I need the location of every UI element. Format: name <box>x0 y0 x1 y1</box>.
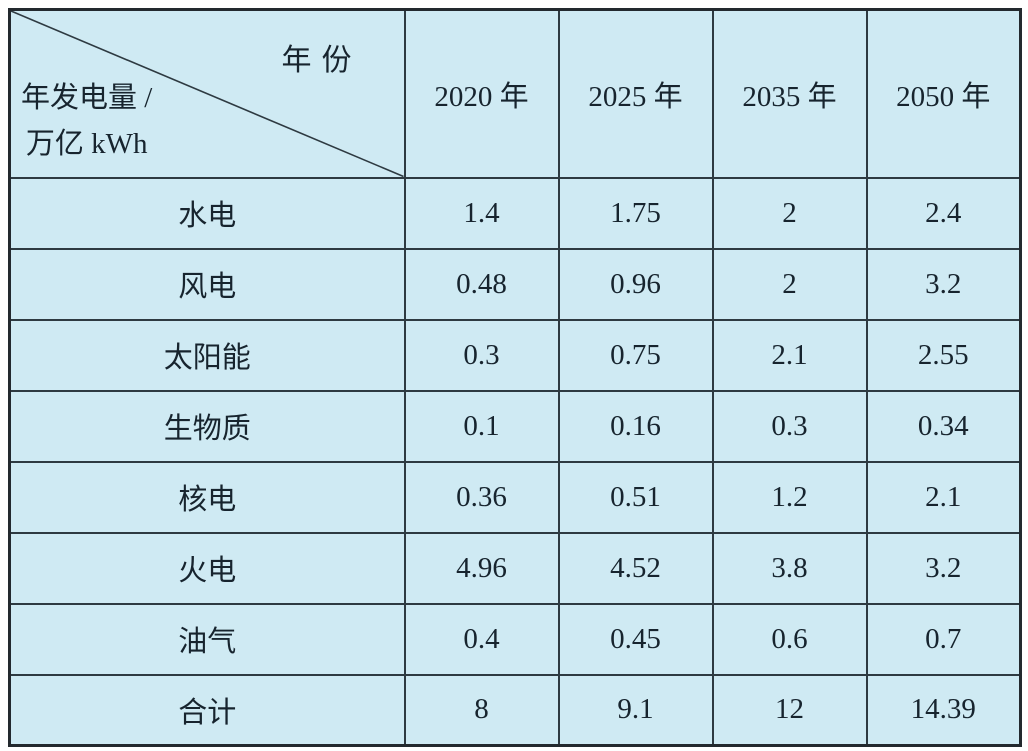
cell-value: 0.3 <box>403 318 560 392</box>
cell-value: 2.4 <box>865 176 1022 250</box>
cell-value: 1.75 <box>557 176 714 250</box>
cell-value: 0.48 <box>403 247 560 321</box>
table-row: 风电 0.48 0.96 2 3.2 <box>8 247 1022 321</box>
cell-value: 0.36 <box>403 460 560 534</box>
column-header-year: 2020 年 <box>403 8 560 179</box>
corner-label-year: 年份 <box>281 44 362 77</box>
table-row: 太阳能 0.3 0.75 2.1 2.55 <box>8 318 1022 392</box>
corner-label-line2: 万亿 kWh <box>25 128 148 160</box>
row-label: 生物质 <box>8 389 406 463</box>
cell-value: 1.4 <box>403 176 560 250</box>
column-header-year: 2050 年 <box>865 8 1022 179</box>
cell-value: 3.2 <box>865 247 1022 321</box>
column-header-year: 2035 年 <box>711 8 868 179</box>
table-row: 火电 4.96 4.52 3.8 3.2 <box>8 531 1022 605</box>
table-body: 水电 1.4 1.75 2 2.4 风电 0.48 0.96 2 3.2 太阳能… <box>8 176 1022 747</box>
cell-value: 2 <box>711 176 868 250</box>
cell-value: 2 <box>711 247 868 321</box>
cell-value: 1.2 <box>711 460 868 534</box>
header-row: 年份 年发电量 / 万亿 kWh 2020 年 2025 年 2035 年 2050 … <box>8 8 1022 179</box>
cell-value: 2.1 <box>711 318 868 392</box>
cell-value: 0.6 <box>711 602 868 676</box>
cell-value: 3.2 <box>865 531 1022 605</box>
row-label: 核电 <box>8 460 406 534</box>
cell-value: 0.96 <box>557 247 714 321</box>
row-label: 合计 <box>8 673 406 747</box>
table-row: 生物质 0.1 0.16 0.3 0.34 <box>8 389 1022 463</box>
cell-value: 0.75 <box>557 318 714 392</box>
row-label: 水电 <box>8 176 406 250</box>
table-row: 水电 1.4 1.75 2 2.4 <box>8 176 1022 250</box>
cell-value: 14.39 <box>865 673 1022 747</box>
row-label: 太阳能 <box>8 318 406 392</box>
corner-header-cell: 年份 年发电量 / 万亿 kWh <box>8 8 406 179</box>
cell-value: 4.96 <box>403 531 560 605</box>
corner-label-line1: 年发电量 / <box>21 82 153 114</box>
corner-label-generation-unit: 年发电量 / 万亿 kWh <box>21 75 152 167</box>
table-row: 油气 0.4 0.45 0.6 0.7 <box>8 602 1022 676</box>
row-label: 风电 <box>8 247 406 321</box>
cell-value: 4.52 <box>557 531 714 605</box>
cell-value: 8 <box>403 673 560 747</box>
cell-value: 2.1 <box>865 460 1022 534</box>
table-row: 合计 8 9.1 12 14.39 <box>8 673 1022 747</box>
table-row: 核电 0.36 0.51 1.2 2.1 <box>8 460 1022 534</box>
column-header-year: 2025 年 <box>557 8 714 179</box>
cell-value: 9.1 <box>557 673 714 747</box>
diagonal-divider-line <box>11 11 404 177</box>
row-label: 火电 <box>8 531 406 605</box>
cell-value: 0.16 <box>557 389 714 463</box>
cell-value: 2.55 <box>865 318 1022 392</box>
cell-value: 0.34 <box>865 389 1022 463</box>
cell-value: 0.4 <box>403 602 560 676</box>
generation-forecast-table: 年份 年发电量 / 万亿 kWh 2020 年 2025 年 2035 年 2050 … <box>8 8 1022 747</box>
cell-value: 0.51 <box>557 460 714 534</box>
cell-value: 12 <box>711 673 868 747</box>
cell-value: 0.7 <box>865 602 1022 676</box>
row-label: 油气 <box>8 602 406 676</box>
cell-value: 3.8 <box>711 531 868 605</box>
cell-value: 0.3 <box>711 389 868 463</box>
cell-value: 0.1 <box>403 389 560 463</box>
cell-value: 0.45 <box>557 602 714 676</box>
